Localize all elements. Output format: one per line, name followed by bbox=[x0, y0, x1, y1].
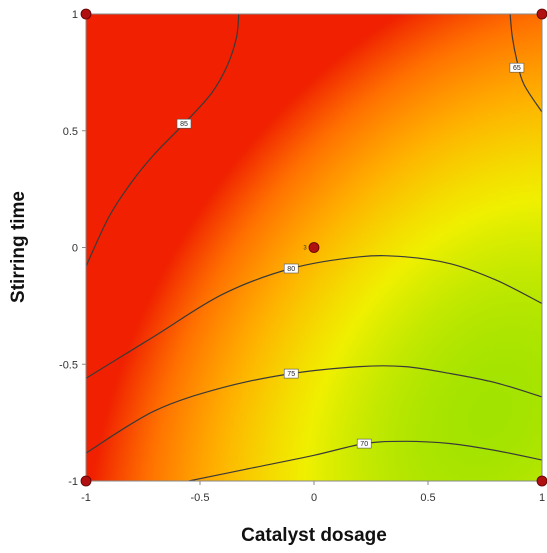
x-tick-label: 0 bbox=[311, 492, 317, 504]
contour-label-box bbox=[176, 118, 192, 129]
design-point bbox=[308, 242, 320, 253]
x-tick-label: 0.5 bbox=[420, 492, 435, 504]
contour-label: 80 bbox=[287, 266, 295, 273]
contour-line-70 bbox=[188, 440, 542, 481]
x-tick-label: 1 bbox=[539, 492, 545, 504]
x-tick-label: -0.5 bbox=[191, 492, 210, 504]
contour-line-65 bbox=[509, 14, 542, 113]
design-point bbox=[536, 475, 547, 487]
y-axis-ticks: -1 -0.5 0 0.5 1 bbox=[59, 9, 86, 488]
design-point bbox=[80, 8, 92, 20]
y-tick-label: 0 bbox=[72, 243, 78, 255]
design-points: 3 bbox=[80, 8, 547, 487]
contour-label-box bbox=[283, 263, 299, 274]
y-axis-title: Stirring time bbox=[8, 191, 29, 303]
contour-label: 65 bbox=[513, 65, 521, 72]
y-tick-label: 0.5 bbox=[63, 126, 78, 138]
contour-label: 75 bbox=[287, 371, 295, 378]
contour-label: 85 bbox=[180, 121, 188, 128]
y-tick-label: -0.5 bbox=[59, 359, 78, 371]
x-axis-ticks: -1 -0.5 0 0.5 1 bbox=[81, 481, 545, 504]
contour-label-box bbox=[356, 438, 372, 449]
x-tick-label: -1 bbox=[81, 492, 91, 504]
contour-label-box bbox=[509, 62, 525, 73]
y-tick-label: -1 bbox=[68, 476, 78, 488]
contour-line-80 bbox=[86, 255, 542, 379]
design-point bbox=[536, 8, 547, 20]
contour-labels: 65 85 80 75 70 bbox=[176, 62, 525, 449]
y-tick-label: 1 bbox=[72, 9, 78, 21]
x-axis-title: Catalyst dosage bbox=[241, 525, 387, 546]
design-point bbox=[80, 475, 92, 487]
contour-line-75 bbox=[86, 365, 542, 454]
design-point-label: 3 bbox=[303, 246, 307, 252]
contour-label: 70 bbox=[360, 441, 368, 448]
contour-label-box bbox=[283, 368, 299, 379]
